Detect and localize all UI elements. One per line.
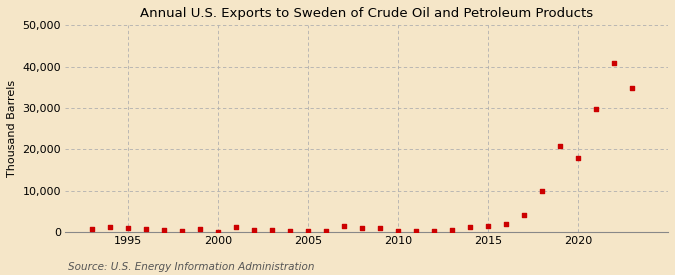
Point	[429, 229, 439, 234]
Point	[501, 221, 512, 226]
Point	[321, 229, 331, 233]
Point	[285, 229, 296, 233]
Point	[123, 226, 134, 230]
Point	[249, 228, 260, 232]
Point	[231, 225, 242, 229]
Y-axis label: Thousand Barrels: Thousand Barrels	[7, 80, 17, 177]
Point	[267, 228, 277, 232]
Title: Annual U.S. Exports to Sweden of Crude Oil and Petroleum Products: Annual U.S. Exports to Sweden of Crude O…	[140, 7, 593, 20]
Point	[537, 189, 547, 194]
Point	[141, 226, 152, 231]
Point	[105, 225, 115, 230]
Point	[357, 226, 368, 230]
Point	[159, 228, 169, 232]
Point	[591, 107, 601, 111]
Point	[303, 229, 314, 234]
Point	[555, 144, 566, 148]
Point	[447, 228, 458, 232]
Point	[339, 224, 350, 228]
Point	[483, 224, 493, 228]
Point	[87, 227, 98, 231]
Point	[464, 225, 475, 229]
Point	[177, 229, 188, 233]
Point	[195, 226, 206, 231]
Point	[393, 229, 404, 233]
Point	[518, 213, 529, 218]
Point	[375, 226, 385, 230]
Point	[626, 86, 637, 90]
Point	[411, 229, 422, 234]
Point	[213, 230, 223, 234]
Point	[609, 61, 620, 65]
Text: Source: U.S. Energy Information Administration: Source: U.S. Energy Information Administ…	[68, 262, 314, 272]
Point	[572, 156, 583, 161]
